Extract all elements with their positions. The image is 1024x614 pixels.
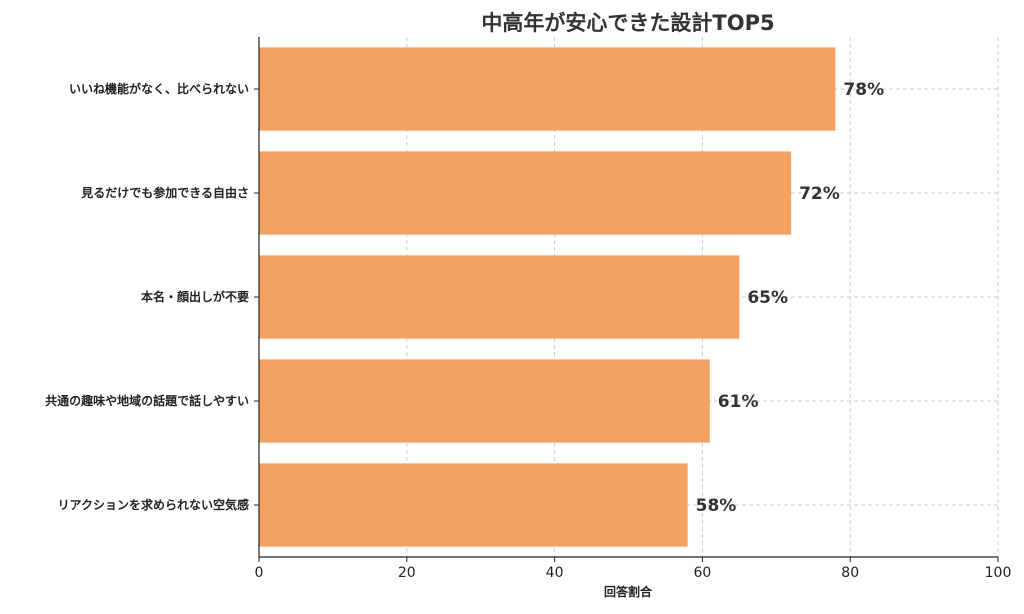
bar-3 [259,255,740,339]
category-label: リアクションを求められない空気感 [58,497,249,512]
bar-1 [259,47,836,131]
x-tick-label: 80 [841,565,859,581]
x-tick-label: 60 [693,565,711,581]
bar-2 [259,151,792,235]
x-tick-label: 40 [546,565,564,581]
data-label: 65% [747,288,788,308]
x-tick-label: 20 [398,565,416,581]
data-label: 61% [718,392,759,412]
x-axis-label: 回答割合 [604,584,653,599]
data-label: 78% [843,80,884,100]
data-label: 58% [696,496,737,516]
bar-5 [259,463,688,547]
category-label: いいね機能がなく、比べられない [69,81,249,96]
axes [254,37,999,562]
category-label: 見るだけでも参加できる自由さ [80,185,249,200]
data-label: 72% [799,184,840,204]
chart-title: 中高年が安心できた設計TOP5 [481,11,774,35]
category-label: 共通の趣味や地域の話題で話しやすい [45,393,249,408]
bar-4 [259,359,710,443]
category-label: 本名・顔出しが不要 [141,289,249,304]
x-tick-label: 100 [985,565,1012,581]
bars [259,47,836,547]
x-tick-label: 0 [255,565,264,581]
labels: 0 20 40 60 80 100 いいね機能がなく、比べられない 78% 見るだけでも参加でき… [45,80,1011,581]
